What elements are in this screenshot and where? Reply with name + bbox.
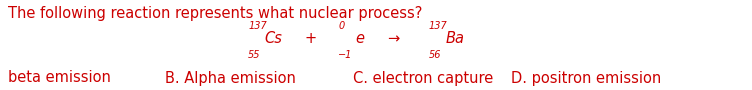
Text: →: → xyxy=(387,31,399,46)
Text: 137: 137 xyxy=(248,21,267,31)
Text: 0: 0 xyxy=(338,21,344,31)
Text: The following reaction represents what nuclear process?: The following reaction represents what n… xyxy=(8,6,422,21)
Text: D. positron emission: D. positron emission xyxy=(511,70,662,86)
Text: 137: 137 xyxy=(429,21,447,31)
Text: e: e xyxy=(355,31,364,46)
Text: B. Alpha emission: B. Alpha emission xyxy=(165,70,296,86)
Text: beta emission: beta emission xyxy=(8,70,111,86)
Text: C. electron capture: C. electron capture xyxy=(353,70,494,86)
Text: Ba: Ba xyxy=(445,31,464,46)
Text: −1: −1 xyxy=(338,50,353,59)
Text: +: + xyxy=(305,31,317,46)
Text: Cs: Cs xyxy=(265,31,283,46)
Text: 55: 55 xyxy=(248,50,261,59)
Text: 56: 56 xyxy=(429,50,441,59)
